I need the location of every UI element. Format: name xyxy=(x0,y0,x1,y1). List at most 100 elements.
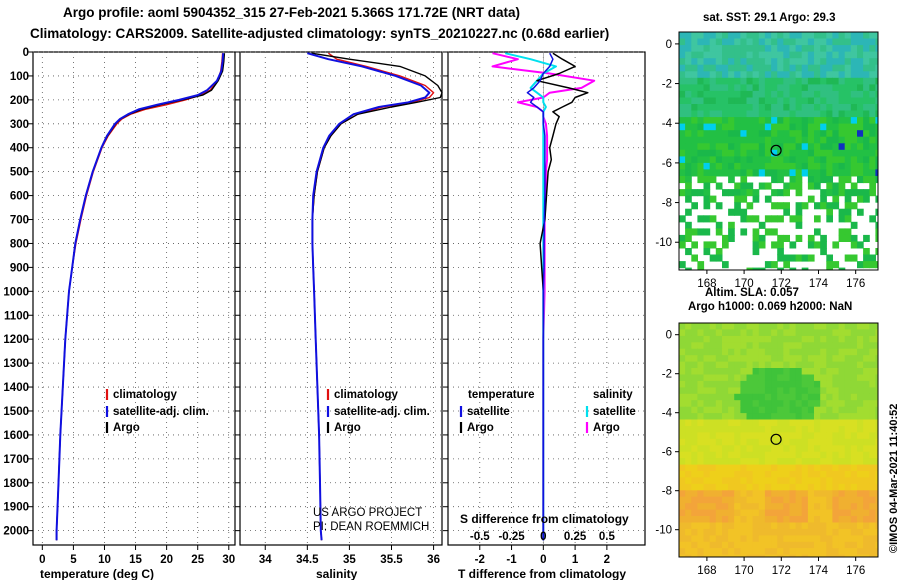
map-cell xyxy=(857,84,864,92)
map-cell xyxy=(863,535,870,543)
map-cell xyxy=(795,380,803,388)
map-cell xyxy=(814,400,821,408)
map-cell xyxy=(764,432,772,440)
map-cell xyxy=(869,548,876,556)
map-cell xyxy=(807,528,815,536)
map-cell xyxy=(863,548,870,556)
map-cell xyxy=(814,496,821,504)
map-cell xyxy=(722,400,729,408)
map-cell xyxy=(703,464,711,472)
map-cell xyxy=(789,432,797,440)
map-cell xyxy=(771,432,778,440)
map-cell xyxy=(869,261,876,269)
sla-map-subtitle: Argo h1000: 0.069 h2000: NaN xyxy=(688,301,853,313)
map-cell xyxy=(703,368,711,375)
map-cell xyxy=(715,355,723,363)
map-cell xyxy=(814,51,821,59)
map-cell xyxy=(734,195,741,203)
map-cell xyxy=(752,464,760,472)
map-cell xyxy=(832,483,840,491)
map-cell xyxy=(869,32,876,40)
map-cell xyxy=(826,432,833,440)
map-cell xyxy=(691,535,698,543)
map-cell xyxy=(863,64,870,72)
map-cell xyxy=(752,162,760,170)
map-cell xyxy=(697,438,705,446)
map-cell xyxy=(697,261,705,269)
map-cell xyxy=(703,496,711,504)
map-cell xyxy=(752,471,760,478)
map-cell xyxy=(844,156,852,164)
map-cell xyxy=(709,445,717,453)
map-cell xyxy=(752,104,760,112)
map-cell xyxy=(850,71,858,79)
map-cell xyxy=(715,130,723,138)
map-x-tick-label: 172 xyxy=(772,565,791,577)
map-cell xyxy=(722,32,729,40)
map-cell xyxy=(722,503,729,511)
map-cell xyxy=(820,123,827,131)
map-cell xyxy=(746,32,754,40)
map-cell xyxy=(777,503,784,511)
map-cell xyxy=(838,234,846,242)
map-cell xyxy=(722,451,729,459)
map-cell xyxy=(820,445,827,453)
map-cell xyxy=(857,426,864,433)
map-cell xyxy=(740,496,748,504)
map-cell xyxy=(728,361,735,369)
map-cell xyxy=(783,348,790,356)
map-cell xyxy=(820,419,827,427)
map-cell xyxy=(857,548,864,556)
map-cell xyxy=(685,149,692,157)
map-cell xyxy=(740,387,748,395)
map-cell xyxy=(875,380,878,388)
map-cell xyxy=(685,483,692,491)
map-cell xyxy=(734,110,741,118)
map-cell xyxy=(863,361,870,369)
map-cell xyxy=(844,143,852,151)
map-cell xyxy=(715,32,723,40)
map-cell xyxy=(863,464,870,472)
map-cell xyxy=(752,477,760,485)
map-cell xyxy=(850,234,858,242)
map-cell xyxy=(728,169,735,177)
map-cell xyxy=(734,348,741,356)
map-cell xyxy=(715,548,723,556)
depth-tick-label: 200 xyxy=(10,95,29,107)
map-cell xyxy=(685,400,692,408)
map-cell xyxy=(752,380,760,388)
map-cell xyxy=(691,490,698,498)
map-y-tick-label: 0 xyxy=(666,330,672,342)
map-cell xyxy=(697,189,705,197)
map-cell xyxy=(838,71,846,79)
map-cell xyxy=(801,64,809,72)
map-cell xyxy=(875,104,878,112)
map-cell xyxy=(697,169,705,177)
map-cell xyxy=(746,348,754,356)
map-cell xyxy=(850,438,858,446)
map-cell xyxy=(814,77,821,85)
map-cell xyxy=(844,503,852,511)
map-cell xyxy=(869,335,876,343)
map-cell xyxy=(814,426,821,433)
map-cell xyxy=(703,241,711,249)
map-cell xyxy=(795,342,803,350)
map-cell xyxy=(758,400,766,408)
map-cell xyxy=(875,136,878,144)
map-cell xyxy=(875,77,878,85)
map-cell xyxy=(715,123,723,131)
map-cell xyxy=(850,45,858,53)
map-cell xyxy=(850,38,858,46)
map-cell xyxy=(844,97,852,105)
x-tick-label: 30 xyxy=(222,554,235,566)
map-cell xyxy=(752,496,760,504)
map-cell xyxy=(795,329,803,337)
map-cell xyxy=(875,471,878,478)
map-cell xyxy=(764,451,772,459)
map-cell xyxy=(728,228,735,236)
map-cell xyxy=(746,162,754,170)
map-cell xyxy=(734,464,741,472)
map-cell xyxy=(844,380,852,388)
map-cell xyxy=(728,419,735,427)
map-cell xyxy=(697,554,705,557)
